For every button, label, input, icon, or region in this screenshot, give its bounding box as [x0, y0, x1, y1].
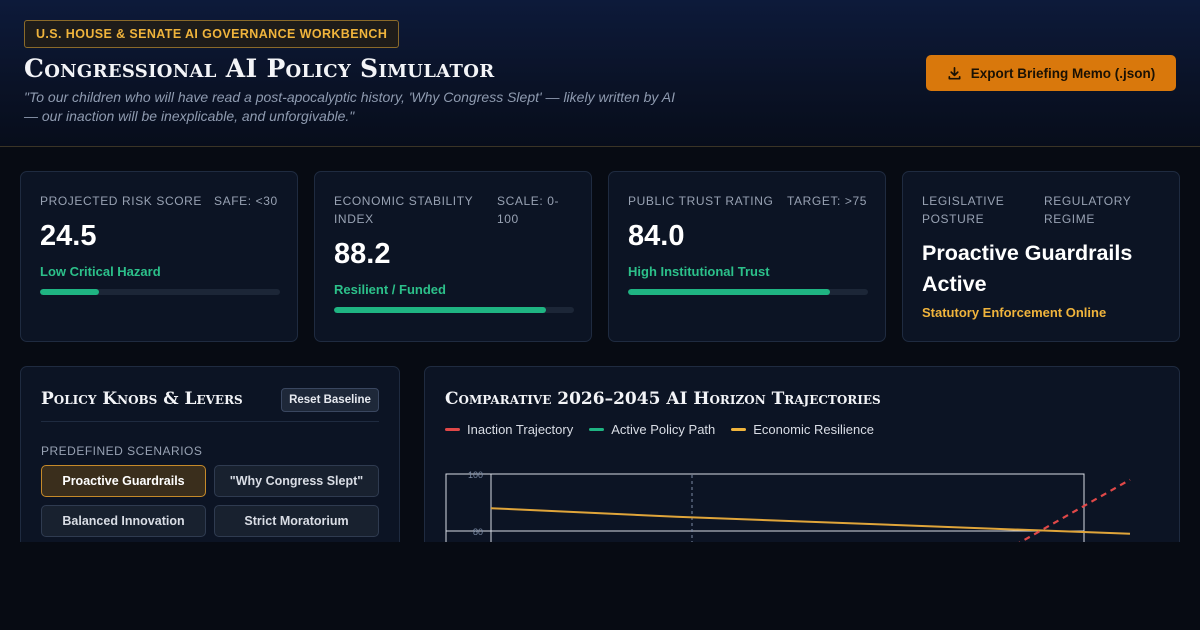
- trajectory-chart-panel: Comparative 2026–2045 AI Horizon Traject…: [424, 366, 1180, 567]
- metric-label: PROJECTED RISK SCORE: [40, 194, 203, 208]
- metric-regime: REGULATORY REGIME: [1044, 194, 1132, 226]
- economic-progress-track: [334, 307, 574, 313]
- scenario-why-congress-slept[interactable]: "Why Congress Slept": [214, 465, 379, 497]
- legend-swatch-green: [589, 428, 605, 431]
- metric-target: TARGET: >75: [787, 194, 868, 208]
- trust-progress-track: [628, 289, 868, 295]
- app-header: U.S. HOUSE & SENATE AI GOVERNANCE WORKBE…: [0, 0, 1200, 147]
- legend-economic[interactable]: Economic Resilience: [731, 422, 874, 437]
- trust-progress-fill: [628, 289, 830, 295]
- economic-progress-fill: [334, 307, 546, 313]
- metric-status: High Institutional Trust: [628, 264, 770, 279]
- metric-threshold: SAFE: <30: [214, 194, 278, 208]
- metric-value: 24.5: [40, 220, 97, 252]
- legend-label: Inaction Trajectory: [467, 422, 574, 437]
- metric-card-posture: LEGISLATIVE POSTURE REGULATORY REGIME Pr…: [902, 171, 1180, 342]
- y-tick-label: 80: [473, 527, 483, 537]
- trajectory-chart: 100 80: [445, 470, 1131, 567]
- scenario-strict-moratorium[interactable]: Strict Moratorium: [214, 505, 379, 537]
- page-title: Congressional AI Policy Simulator: [24, 54, 495, 83]
- header-quote: "To our children who will have read a po…: [24, 89, 675, 124]
- legend-label: Economic Resilience: [753, 422, 874, 437]
- page-background: [0, 542, 1200, 630]
- y-tick-label: 100: [468, 470, 483, 480]
- series-inaction-trajectory: [1014, 478, 1131, 547]
- scenarios-label: PREDEFINED SCENARIOS: [41, 444, 203, 458]
- risk-progress-fill: [40, 289, 99, 295]
- download-icon: [948, 66, 961, 79]
- posture-value: Proactive Guardrails Active: [922, 241, 1133, 296]
- export-briefing-button[interactable]: Export Briefing Memo (.json): [926, 55, 1176, 91]
- metric-status: Low Critical Hazard: [40, 264, 161, 279]
- metric-scale: SCALE: 0-100: [497, 194, 560, 226]
- posture-status: Statutory Enforcement Online: [922, 305, 1107, 320]
- metric-card-risk: PROJECTED RISK SCORE SAFE: <30 24.5 Low …: [20, 171, 298, 342]
- series-economic-resilience: [490, 507, 1131, 535]
- legend-label: Active Policy Path: [611, 422, 716, 437]
- chart-title: Comparative 2026–2045 AI Horizon Traject…: [445, 389, 881, 409]
- legend-swatch-amber: [731, 428, 747, 431]
- governance-badge: U.S. HOUSE & SENATE AI GOVERNANCE WORKBE…: [24, 20, 400, 48]
- panel-divider: [41, 421, 379, 422]
- metric-label: ECONOMIC STABILITY INDEX: [334, 194, 474, 226]
- risk-progress-track: [40, 289, 280, 295]
- metric-label: PUBLIC TRUST RATING: [628, 194, 774, 208]
- scenario-proactive-guardrails[interactable]: Proactive Guardrails: [41, 465, 206, 497]
- metric-status: Resilient / Funded: [334, 282, 446, 297]
- export-label: Export Briefing Memo (.json): [970, 65, 1156, 81]
- legend-active-policy[interactable]: Active Policy Path: [589, 422, 715, 437]
- metric-value: 88.2: [334, 238, 391, 270]
- legend-swatch-red: [445, 428, 460, 431]
- policy-panel: Policy Knobs & Levers Reset Baseline PRE…: [20, 366, 400, 566]
- legend-inaction[interactable]: Inaction Trajectory: [445, 422, 573, 437]
- metric-value: 84.0: [628, 220, 685, 252]
- chart-legend: Inaction Trajectory Active Policy Path E…: [445, 422, 874, 437]
- reset-baseline-button[interactable]: Reset Baseline: [281, 388, 379, 412]
- metric-card-economic: ECONOMIC STABILITY INDEX SCALE: 0-100 88…: [314, 171, 592, 342]
- metric-label: LEGISLATIVE POSTURE: [922, 194, 1005, 226]
- policy-panel-title: Policy Knobs & Levers: [41, 389, 243, 409]
- scenario-balanced-innovation[interactable]: Balanced Innovation: [41, 505, 206, 537]
- metric-card-trust: PUBLIC TRUST RATING TARGET: >75 84.0 Hig…: [608, 171, 886, 342]
